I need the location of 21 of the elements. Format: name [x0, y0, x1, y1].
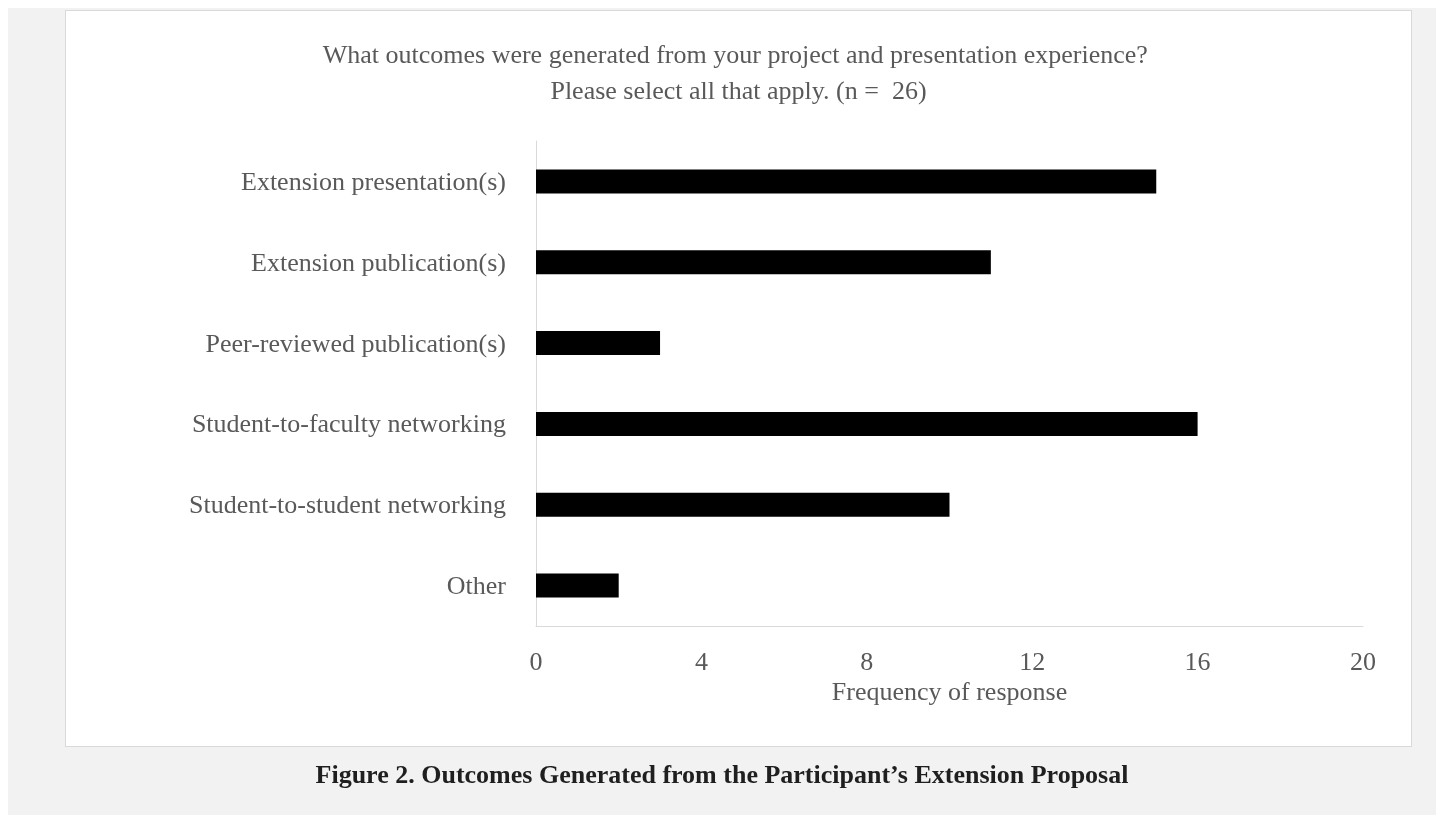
bar	[536, 492, 950, 517]
bar	[536, 411, 1198, 436]
y-tick-label: Peer-reviewed publication(s)	[205, 328, 506, 358]
x-tick-label: 4	[694, 646, 708, 676]
x-tick-label: 8	[860, 646, 874, 676]
y-tick-label: Student-to-student networking	[188, 490, 506, 520]
bar	[536, 169, 1157, 194]
y-tick-label: Extension presentation(s)	[241, 166, 506, 196]
bar	[536, 250, 991, 275]
y-tick-label: Student-to-faculty networking	[191, 409, 506, 439]
chart-title: What outcomes were generated from your project and presentation experience? Please select all that apply. (n = 26)	[322, 39, 1155, 105]
bar	[536, 573, 619, 598]
caption: Figure 2. Outcomes Generated from the Participant’s Extension Proposal	[314, 760, 1130, 790]
x-tick-label: 20	[1350, 646, 1376, 676]
x-axis-title: Frequency of response	[831, 677, 1068, 707]
y-tick-label: Extension publication(s)	[251, 247, 506, 277]
y-tick-label: Other	[446, 571, 507, 601]
x-tick-label: 16	[1184, 646, 1211, 676]
x-tick-label: 0	[529, 646, 543, 676]
x-tick-label: 12	[1019, 646, 1046, 676]
bar	[536, 331, 661, 356]
